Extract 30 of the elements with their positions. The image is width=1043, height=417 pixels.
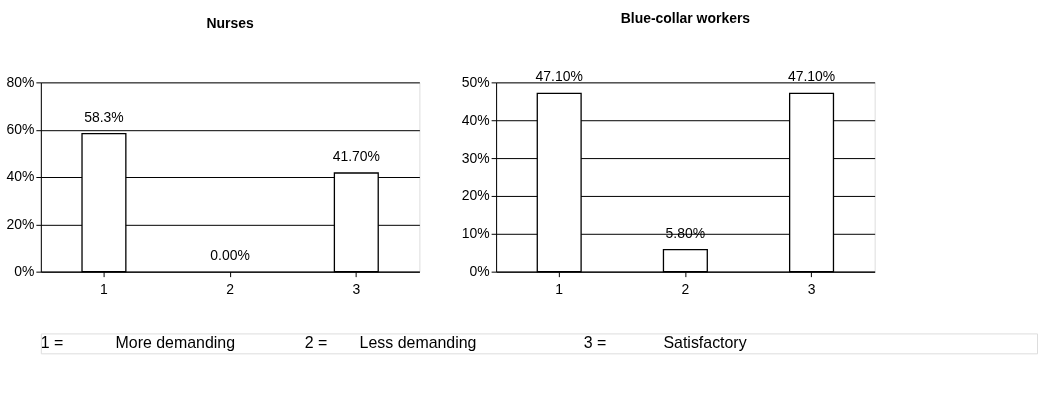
x-tick-label: 3 [352, 281, 361, 298]
data-label: 47.10% [787, 68, 836, 85]
data-label: 41.70% [332, 148, 380, 165]
x-tick-label: 1 [100, 281, 109, 298]
x-tick-label: 2 [681, 281, 690, 298]
y-tick-label: 10% [461, 225, 490, 242]
data-label: 0.00% [210, 246, 250, 263]
y-tick-label: 0% [469, 263, 490, 280]
y-tick-label: 30% [461, 149, 490, 166]
data-label: 47.10% [535, 68, 583, 85]
text: 3 = [583, 334, 607, 352]
chart-title: Blue-collar workers [620, 9, 751, 26]
y-tick-label: 40% [461, 111, 490, 128]
chart-title: Nurses [206, 14, 254, 31]
y-tick-label: 0% [14, 263, 35, 280]
y-tick-label: 50% [461, 73, 490, 90]
y-tick-label: 20% [6, 215, 35, 232]
x-tick-label: 2 [226, 281, 235, 298]
text: 2 = [304, 334, 328, 352]
text: 1 = [40, 334, 64, 352]
y-tick-label: 60% [6, 121, 35, 138]
x-tick-label: 1 [555, 281, 564, 298]
text: More demanding [115, 334, 236, 352]
text: Satisfactory [663, 334, 747, 352]
y-tick-label: 80% [6, 73, 35, 90]
y-tick-label: 20% [461, 187, 490, 204]
x-tick-label: 3 [807, 281, 816, 298]
data-label: 58.3% [84, 108, 124, 125]
y-tick-label: 40% [6, 168, 35, 185]
text: Less demanding [359, 334, 477, 352]
